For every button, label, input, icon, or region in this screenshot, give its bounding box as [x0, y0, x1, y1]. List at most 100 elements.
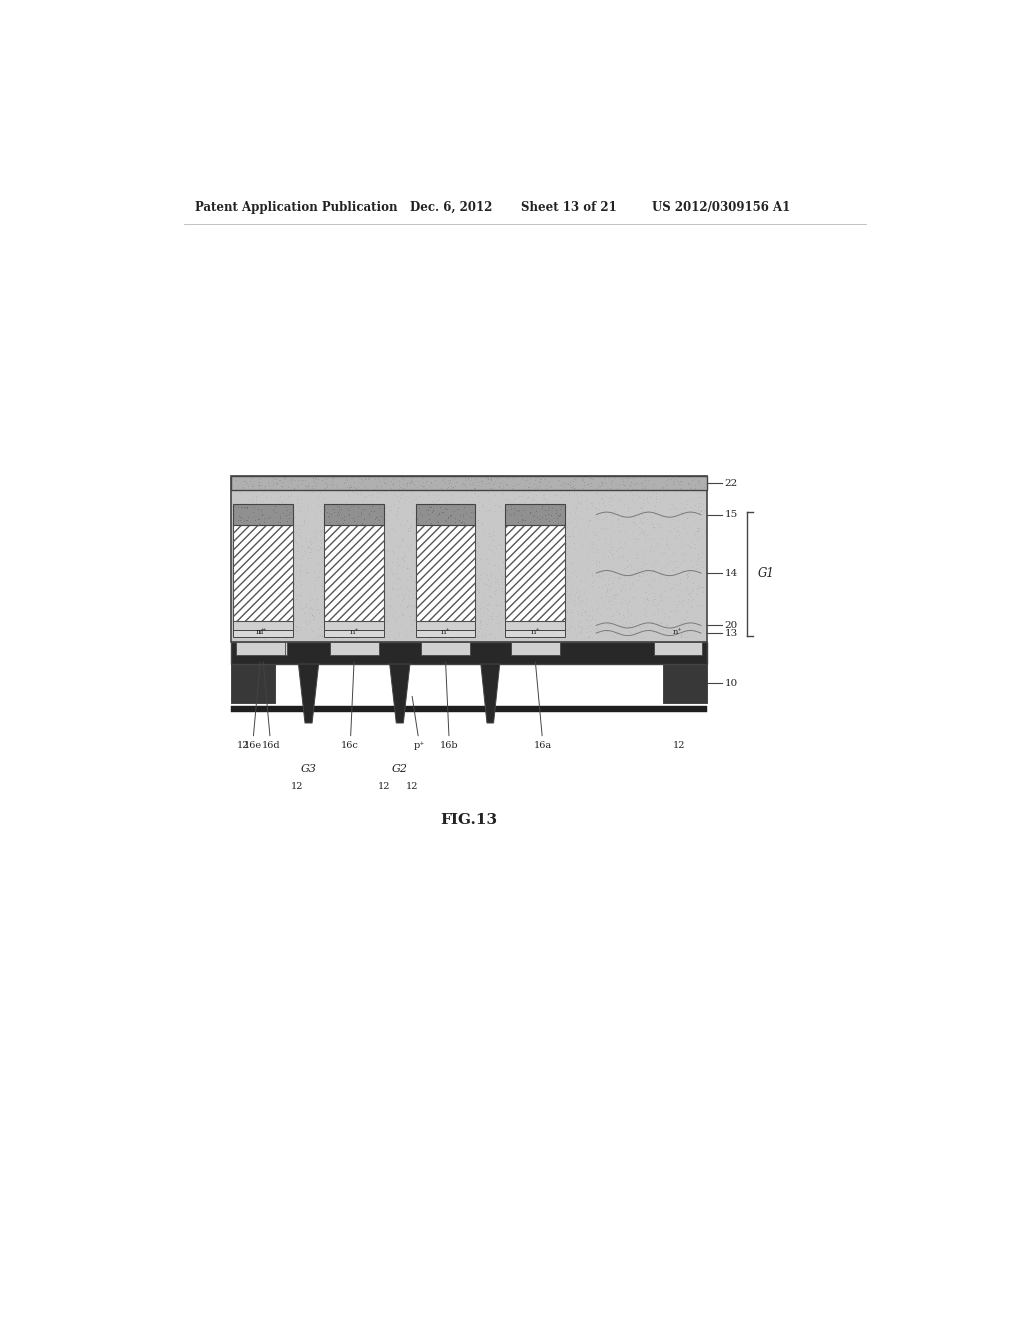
Point [250, 508, 266, 529]
Point [565, 525, 582, 546]
Point [454, 512, 470, 533]
Point [421, 523, 437, 544]
Point [490, 614, 507, 635]
Point [472, 569, 488, 590]
Point [544, 498, 560, 519]
Point [380, 540, 396, 561]
Point [239, 539, 255, 560]
Point [676, 609, 692, 630]
Point [684, 589, 700, 610]
Point [601, 523, 617, 544]
Point [299, 495, 315, 516]
Point [569, 491, 586, 512]
Point [595, 569, 611, 590]
Point [498, 589, 514, 610]
Point [466, 478, 482, 499]
Point [670, 499, 686, 520]
Point [470, 573, 486, 594]
Point [264, 500, 281, 521]
Point [421, 496, 437, 517]
Point [290, 470, 306, 491]
Point [653, 564, 670, 585]
Point [565, 508, 582, 529]
Point [256, 554, 272, 576]
Point [485, 536, 502, 557]
Point [327, 570, 343, 591]
Point [685, 607, 701, 628]
Point [679, 627, 695, 648]
Point [525, 473, 542, 494]
Point [482, 540, 499, 561]
Point [694, 539, 711, 560]
Point [551, 470, 567, 491]
Point [475, 587, 492, 609]
Point [660, 578, 677, 599]
Point [626, 515, 642, 536]
Point [418, 500, 434, 521]
Point [373, 589, 389, 610]
Point [579, 474, 595, 495]
Point [482, 586, 499, 607]
Point [590, 550, 606, 572]
Point [258, 508, 274, 529]
Point [253, 525, 269, 546]
Point [264, 620, 281, 642]
Point [634, 520, 650, 541]
Point [674, 612, 690, 634]
Point [650, 598, 667, 619]
Point [507, 523, 523, 544]
Point [589, 560, 605, 581]
Point [299, 475, 315, 496]
Point [662, 504, 678, 525]
Point [566, 560, 583, 581]
Point [593, 502, 609, 523]
Point [378, 473, 394, 494]
Point [449, 533, 465, 554]
Point [610, 520, 627, 541]
Point [527, 601, 544, 622]
Point [270, 495, 287, 516]
Point [395, 492, 412, 513]
Point [262, 556, 279, 577]
Point [389, 585, 406, 606]
Point [258, 494, 274, 515]
Point [685, 572, 701, 593]
Point [284, 622, 300, 643]
Point [239, 620, 255, 642]
Point [531, 513, 548, 535]
Point [402, 516, 419, 537]
Point [596, 499, 612, 520]
Point [309, 616, 326, 638]
Point [691, 470, 708, 491]
Point [440, 619, 457, 640]
Point [391, 626, 408, 647]
Point [444, 607, 461, 628]
Point [664, 578, 680, 599]
Point [618, 611, 635, 632]
Point [283, 486, 299, 507]
Point [231, 548, 248, 569]
Point [339, 477, 355, 498]
Point [476, 562, 493, 583]
Point [578, 601, 594, 622]
Point [361, 475, 378, 496]
Point [522, 503, 539, 524]
Point [377, 480, 393, 502]
Point [663, 469, 679, 490]
Point [442, 506, 459, 527]
Point [657, 483, 674, 504]
Point [574, 477, 591, 498]
Point [599, 471, 615, 492]
Point [540, 587, 556, 609]
Point [487, 572, 504, 593]
Point [488, 569, 505, 590]
Point [492, 564, 508, 585]
Point [658, 614, 675, 635]
Point [492, 611, 508, 632]
Point [299, 537, 315, 558]
Point [600, 545, 616, 566]
Point [607, 541, 624, 562]
Point [612, 591, 629, 612]
Point [443, 487, 460, 508]
Point [463, 480, 479, 502]
